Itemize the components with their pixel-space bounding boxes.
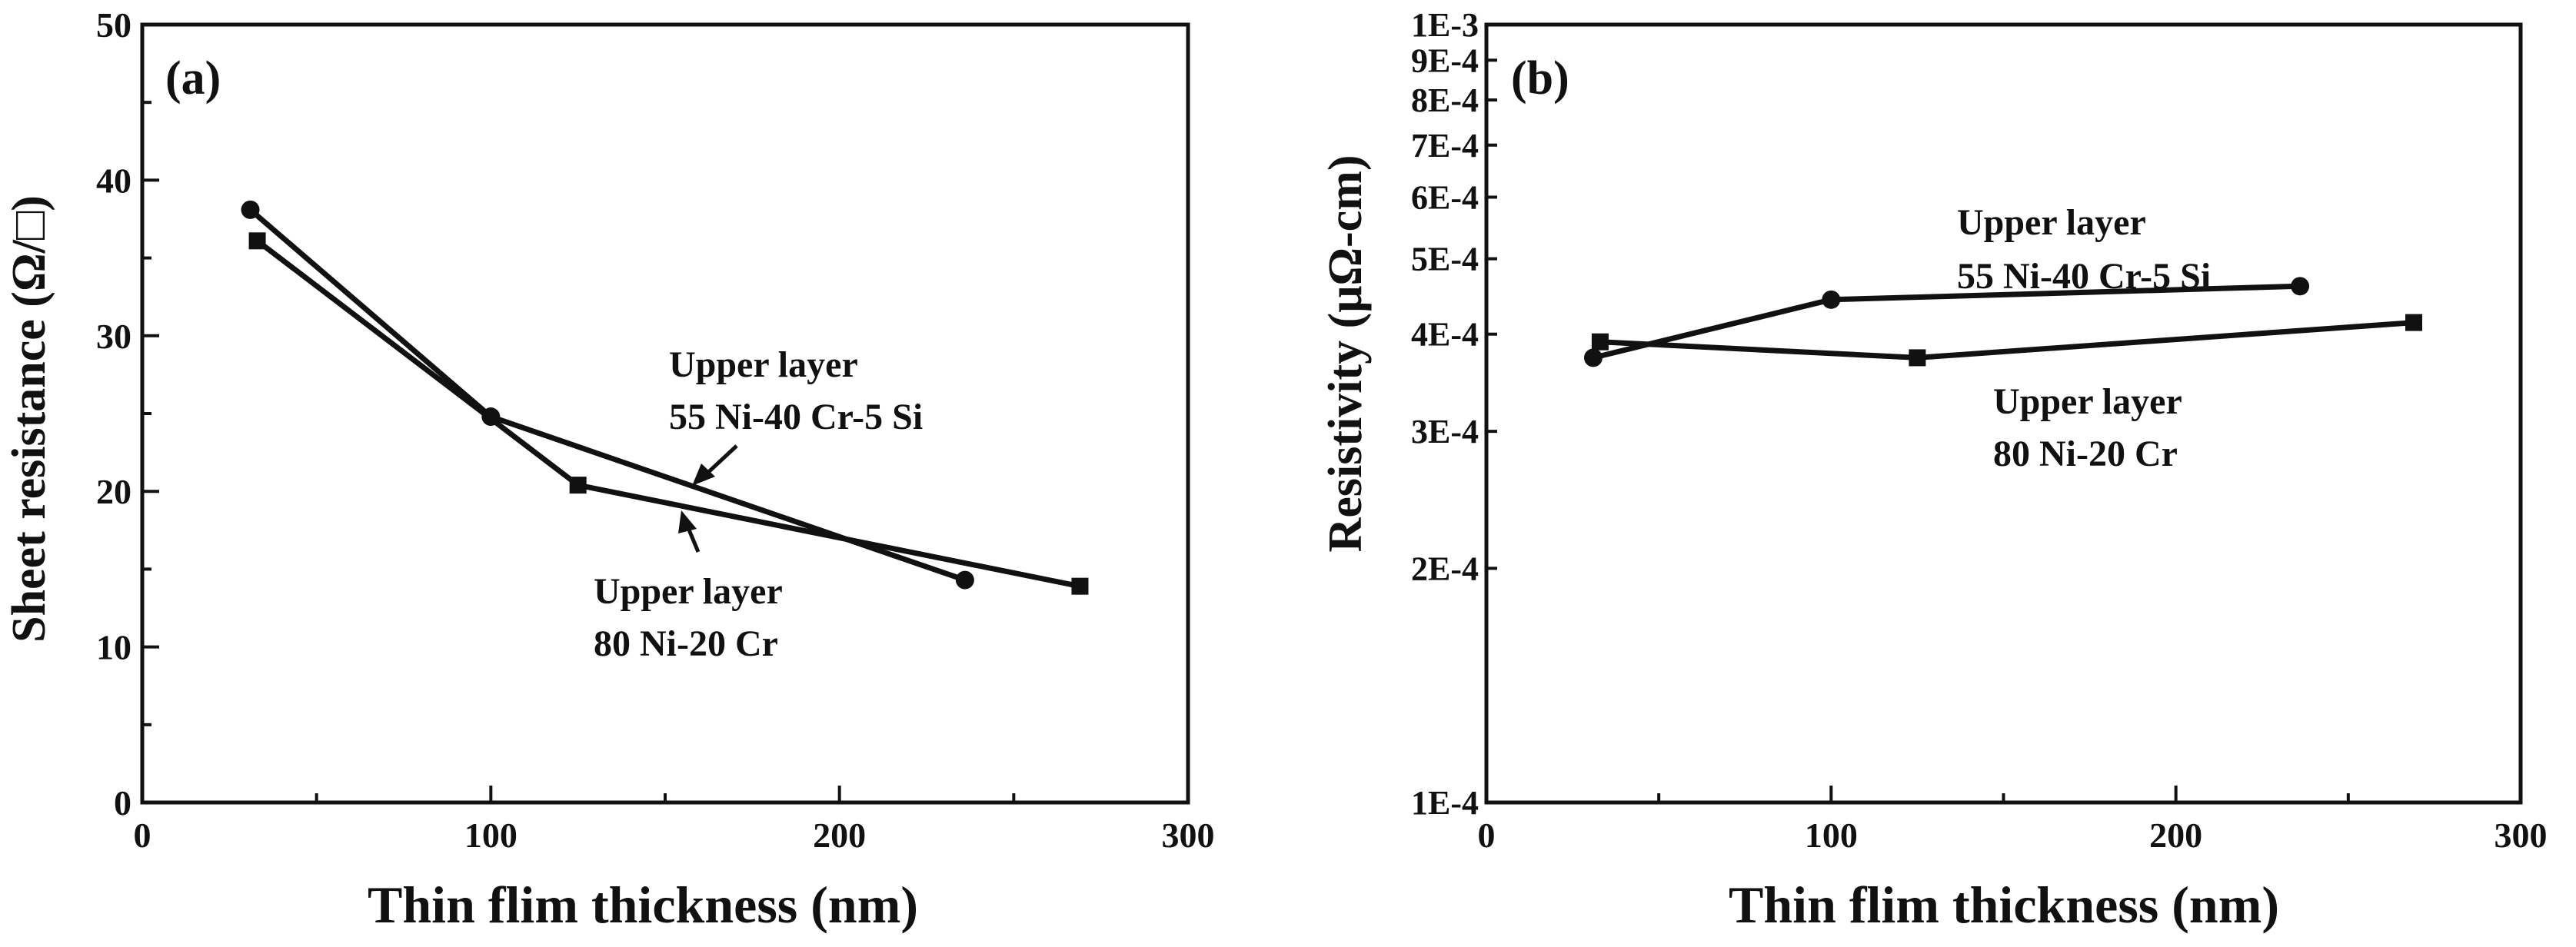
panel-a-annotation-80ni-line2: 80 Ni-20 Cr [594,623,778,664]
panel-a-x-tick-label: 100 [464,816,518,855]
panel-a-x-tick-label: 200 [813,816,866,855]
panel-a-x-axis-title: Thin flim thickness (nm) [368,876,918,934]
panel-a-data-point-square [569,477,587,494]
panel-a-y-tick-label: 10 [96,628,131,667]
panel-b-tick-labels: 0 100 200 300 1E-4 2E-4 3E-4 4E-4 5E-4 6E-4 7E-4 8E… [1411,6,2548,855]
panel-b-x-tick-label: 200 [2149,816,2202,855]
panel-b-y-tick-label: 5E-4 [1411,241,1479,278]
panel-a-annotation-55ni-line2: 55 Ni-40 Cr-5 Si [669,397,923,437]
panel-b-annotation-55ni-line1: Upper layer [1957,202,2146,243]
panel-b-y-tick-label: 4E-4 [1411,316,1479,354]
panel-a-y-tick-label: 20 [96,472,131,511]
panel-b-y-tick-label: 1E-4 [1411,784,1479,822]
panel-a-series [241,200,1089,595]
panel-b-y-tick-label: 6E-4 [1411,179,1479,217]
panel-b-data-point-circle [1822,290,1841,309]
panel-a-data-point-circle [955,570,974,590]
panel-b-annotation-80ni-line1: Upper layer [1993,381,2182,422]
panel-b-annotation-80ni-line2: 80 Ni-20 Cr [1993,434,2178,474]
panel-b-y-tick-label: 3E-4 [1411,413,1479,450]
panel-a-y-tick-label: 30 [96,317,131,356]
panel-b-data-point-circle [1583,348,1603,367]
panel-b-x-tick-label: 300 [2494,816,2548,855]
panel-a-y-tick-label: 50 [96,5,131,45]
panel-a-annotation-80ni-line1: Upper layer [594,571,783,612]
panel-a-data-point-circle [241,200,260,219]
panel-b-y-tick-label: 1E-3 [1411,6,1479,44]
panel-b-y-tick-label: 8E-4 [1411,81,1479,119]
panel-b-label: (b) [1511,52,1569,105]
panel-b-data-point-square [1909,349,1926,367]
panel-a-x-tick-label: 300 [1162,816,1215,855]
panel-b-resistivity-chart: 0 100 200 300 1E-4 2E-4 3E-4 4E-4 5E-4 6E-4 7E-4 8E… [1320,6,2548,934]
panel-b-data-point-square [2405,314,2423,331]
panel-b-x-tick-label: 100 [1805,816,1858,855]
panel-b-series [1583,277,2423,367]
panel-a-label: (a) [165,52,221,105]
panel-a-tick-labels: 0 100 200 300 0 10 20 30 40 50 [96,5,1215,855]
panel-a-arrow-55ni [692,444,738,486]
panel-a-series-line-55ni-40cr-5si [248,208,967,583]
panel-b-y-tick-label: 9E-4 [1411,42,1479,79]
panel-b-ticks [1485,23,2522,804]
panel-a-annotation-55ni-line1: Upper layer [669,344,858,385]
panel-b-data-point-circle [2291,277,2310,296]
panel-b-annotation-55ni-line2: 55 Ni-40 Cr-5 Si [1957,256,2211,297]
panel-b-y-tick-label: 2E-4 [1411,550,1479,587]
panel-a-plot-frame [140,22,1190,805]
panel-a-data-point-square [248,232,266,250]
panel-a-sheet-resistance-chart: 0 100 200 300 0 10 20 30 40 50 (a) Thin flim thic… [3,5,1215,934]
panel-b-x-axis-title: Thin flim thickness (nm) [1729,876,2279,934]
panel-a-x-tick-label: 0 [134,816,151,855]
panel-a-ticks [141,23,1190,804]
panel-b-data-point-square [1591,333,1609,351]
panel-b-x-tick-label: 0 [1478,816,1496,855]
panel-a-y-axis-title: Sheet resistance (Ω/□) [3,195,55,643]
panel-b-y-axis-title: Resistivity (μΩ-cm) [1320,155,1372,553]
panel-a-arrow-80ni [678,510,701,553]
panel-a-y-tick-label: 0 [114,783,131,822]
panel-a-y-tick-label: 40 [96,161,131,200]
panel-b-y-tick-label: 7E-4 [1411,127,1479,164]
panel-a-data-point-square [1071,577,1089,595]
